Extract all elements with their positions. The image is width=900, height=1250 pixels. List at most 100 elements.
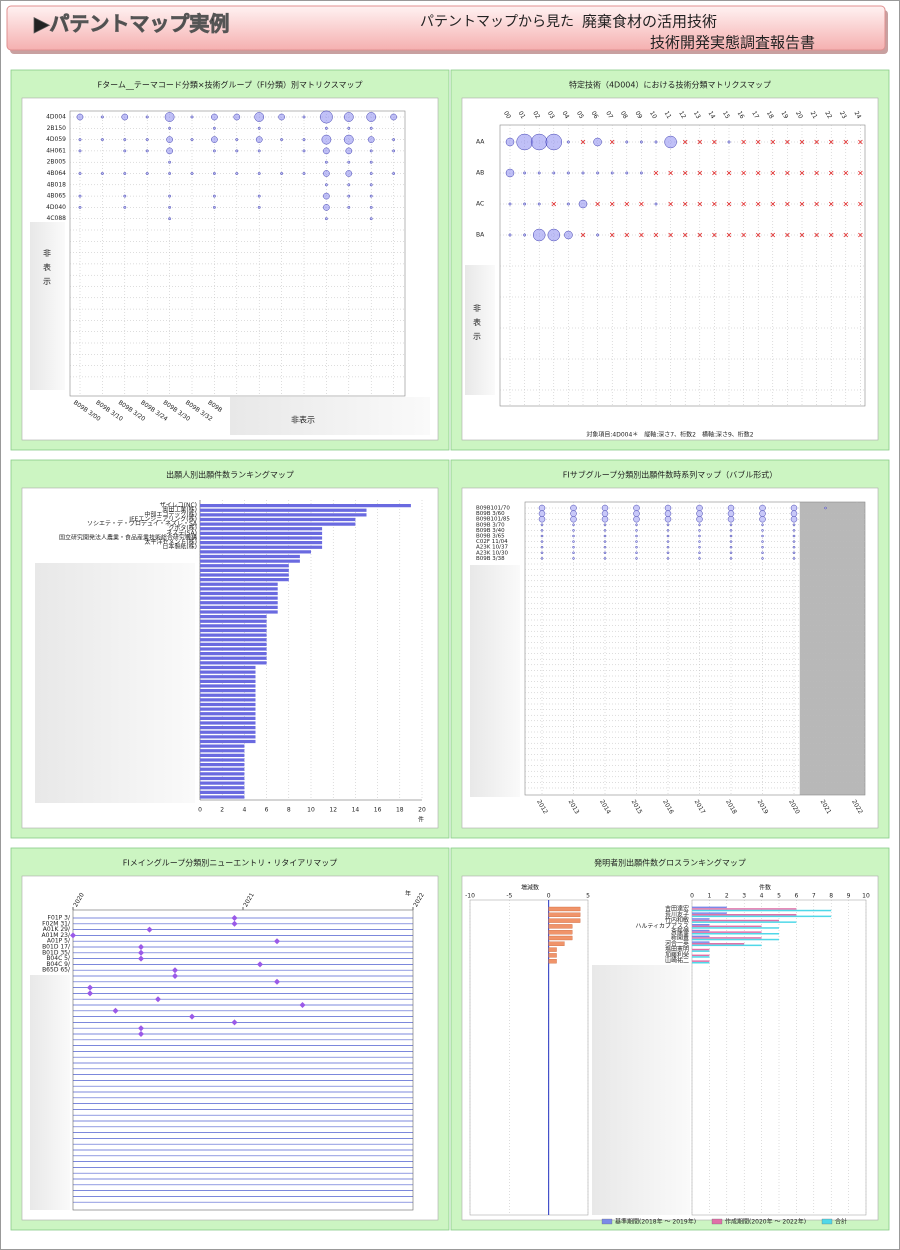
bubble <box>635 534 638 538</box>
bubble <box>538 510 546 517</box>
point <box>172 967 178 974</box>
bubble <box>581 171 585 175</box>
bar <box>692 912 727 914</box>
bubble <box>761 523 764 527</box>
header-subtitle: パテントマップから見た <box>420 14 574 30</box>
bubble <box>572 545 575 549</box>
zero-mark <box>697 232 703 238</box>
bubble <box>321 134 332 145</box>
column-label: 12 <box>677 110 687 120</box>
y-tick-label: 斎藤優 <box>671 928 689 936</box>
x-tick-label: 10 <box>307 807 315 814</box>
bar <box>692 931 762 933</box>
bubble <box>211 136 218 143</box>
bar <box>692 941 710 943</box>
bar <box>200 550 311 554</box>
bar <box>200 739 256 744</box>
bubble <box>666 534 670 538</box>
bar <box>692 950 710 952</box>
y-tick-label: F02M 31/ <box>42 920 71 927</box>
zero-mark <box>639 232 644 238</box>
legend-label: 基準期間(2018年 〜 2019年) <box>615 1218 696 1226</box>
zero-mark <box>843 201 849 207</box>
column-label: 03 <box>546 110 556 120</box>
bubble <box>566 171 570 175</box>
bubble <box>369 126 373 130</box>
y-tick-label: 加藤利栄 <box>665 951 689 959</box>
bubble <box>168 126 172 130</box>
bubble <box>369 194 373 198</box>
bubble <box>633 504 640 512</box>
bubble <box>603 551 607 555</box>
bubble <box>625 140 629 144</box>
bar <box>692 933 779 935</box>
bubble <box>323 204 330 211</box>
bubble <box>121 113 129 121</box>
bar <box>200 582 278 586</box>
zero-mark <box>799 139 805 145</box>
bubble <box>603 534 607 538</box>
plot-area <box>524 501 866 796</box>
row-label: 4H061 <box>46 147 66 154</box>
x-tick-label: 4 <box>760 893 764 900</box>
point <box>172 973 178 979</box>
bubble <box>635 557 638 560</box>
point <box>231 915 238 921</box>
column-label: 13 <box>692 110 702 120</box>
bubble <box>532 228 546 242</box>
bubble <box>729 545 733 549</box>
bubble <box>698 545 701 549</box>
bubble <box>78 149 82 153</box>
panel-title: 特定技術（4D004）における技術分類マトリクスマップ <box>569 80 771 90</box>
row-label: 4B065 <box>47 193 67 200</box>
change-bar <box>548 906 581 912</box>
row-label: BA <box>476 232 485 239</box>
bubble <box>570 515 577 523</box>
bubble <box>255 136 263 143</box>
zero-mark <box>712 201 717 207</box>
bubble <box>508 202 512 206</box>
point <box>189 1013 195 1020</box>
bar <box>692 918 710 920</box>
bubble <box>123 172 127 175</box>
x-tick-label: 3 <box>742 893 746 900</box>
bar <box>692 956 710 958</box>
y-tick-label: ザイレコ(NC) <box>160 502 197 509</box>
bubble <box>603 557 607 560</box>
row-label: 4D040 <box>46 204 66 211</box>
bubble <box>343 134 354 145</box>
bubble <box>323 170 330 177</box>
bar <box>200 601 278 605</box>
bar <box>200 610 278 614</box>
bar <box>200 605 278 609</box>
bubble <box>323 192 330 200</box>
point <box>146 926 153 933</box>
bubble <box>666 523 670 527</box>
row-label: B09B 3/65 <box>476 534 505 540</box>
panel-title: 出願人別出願件数ランキングマップ <box>166 470 294 480</box>
zero-mark <box>712 139 717 145</box>
bar <box>200 596 278 600</box>
bubble <box>164 112 175 122</box>
bar <box>200 568 289 572</box>
zero-mark <box>741 139 746 145</box>
zero-mark <box>858 232 863 238</box>
legend-label: 作成期間(2020年 〜 2022年) <box>725 1218 806 1226</box>
bubble <box>212 149 216 153</box>
bubble <box>727 515 735 523</box>
bubble <box>530 133 548 151</box>
point <box>274 938 280 945</box>
bubble <box>578 199 588 209</box>
bar <box>200 619 267 623</box>
column-label: 14 <box>706 110 716 120</box>
zero-mark <box>799 232 805 238</box>
zero-mark <box>799 201 805 207</box>
bar <box>692 925 762 928</box>
bubble <box>324 160 328 164</box>
zero-mark <box>799 170 805 176</box>
bubble <box>790 504 798 512</box>
y-tick-label: 新開豊 <box>671 934 689 942</box>
row-label: C02F 11/04 <box>476 539 508 545</box>
bar <box>200 564 289 568</box>
bar <box>200 541 323 545</box>
